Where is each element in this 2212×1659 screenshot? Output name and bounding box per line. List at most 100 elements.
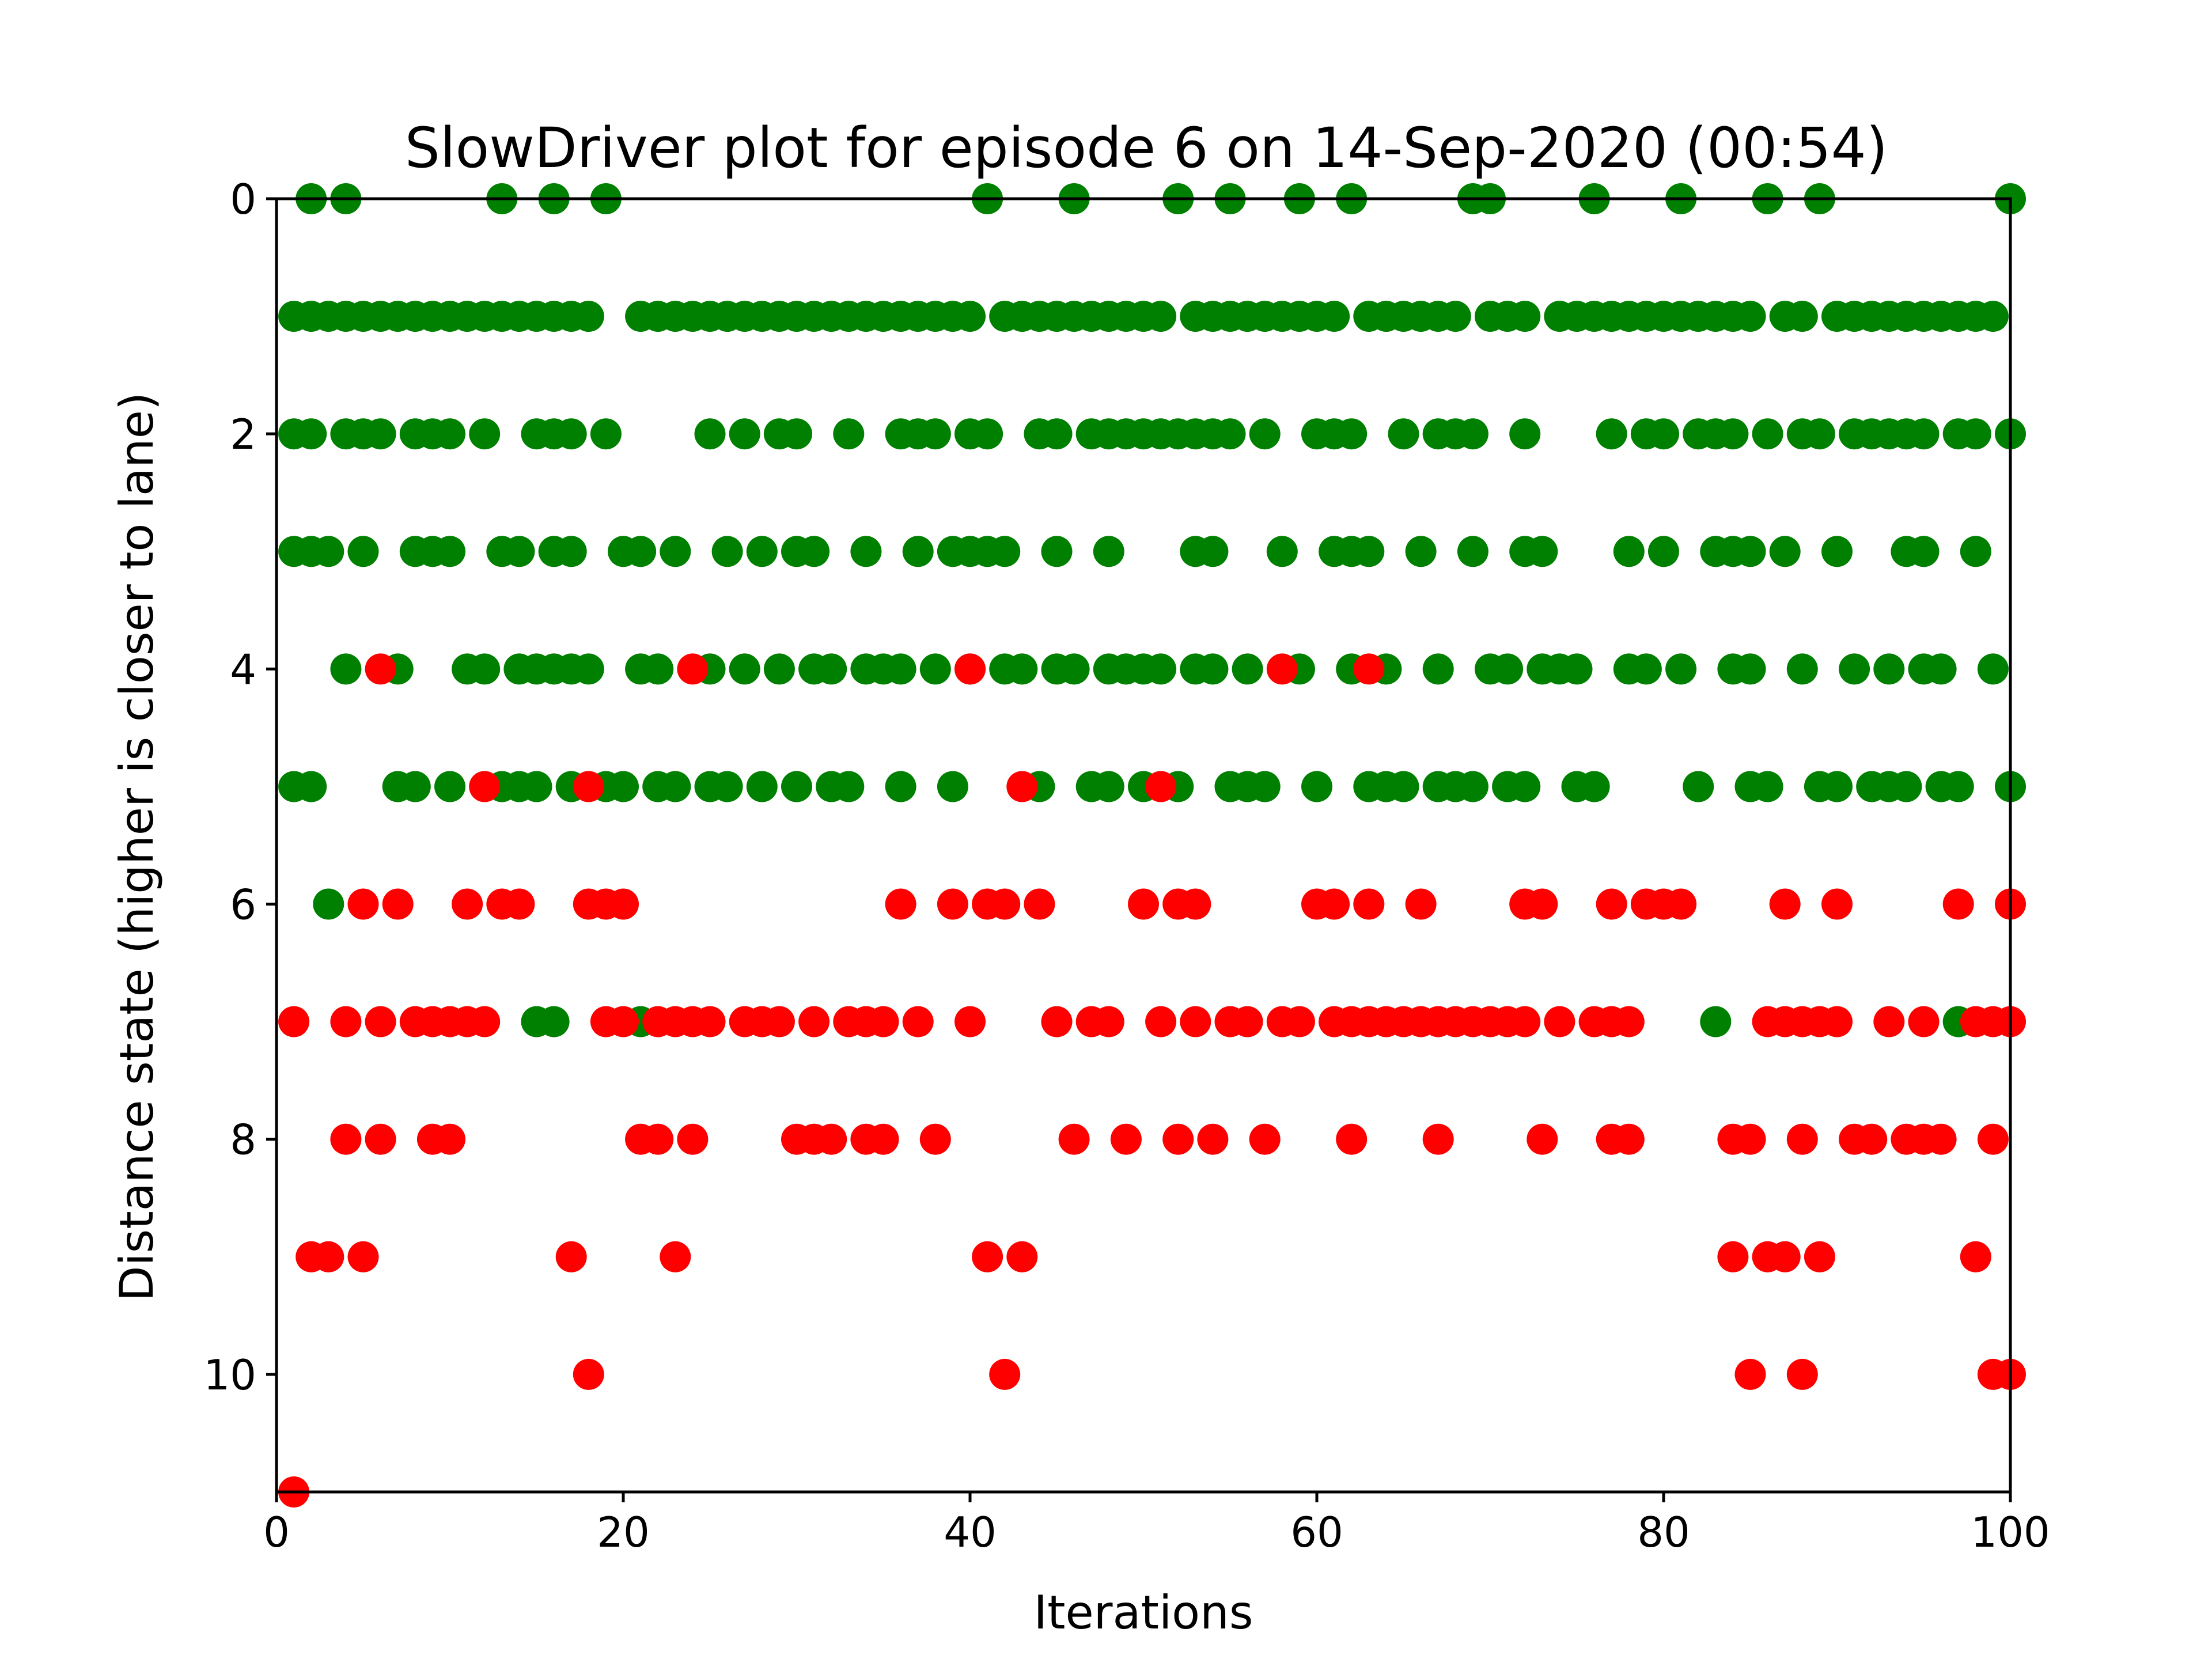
data-point <box>296 418 327 450</box>
data-point <box>573 653 604 685</box>
data-point <box>1440 301 1471 332</box>
data-point <box>1717 1241 1749 1272</box>
data-point <box>711 536 743 567</box>
data-point <box>972 418 1003 450</box>
data-point <box>955 301 986 332</box>
data-point <box>1266 536 1298 567</box>
data-point <box>746 536 778 567</box>
data-point <box>1613 1006 1645 1037</box>
data-point <box>1336 1123 1368 1155</box>
data-point <box>1786 1123 1818 1155</box>
x-tick-label: 60 <box>1290 1508 1343 1556</box>
data-point <box>1509 1006 1541 1037</box>
data-point <box>1527 888 1558 920</box>
data-point <box>1786 1358 1818 1390</box>
data-point <box>1249 1123 1281 1155</box>
data-point <box>573 771 604 802</box>
data-point <box>1457 771 1488 802</box>
data-point <box>1283 1006 1315 1037</box>
data-point <box>1648 536 1679 567</box>
data-point <box>469 771 501 802</box>
data-point <box>555 1241 587 1272</box>
data-point <box>1145 301 1177 332</box>
data-point <box>1249 771 1281 802</box>
data-point <box>434 771 465 802</box>
data-point <box>469 653 501 685</box>
data-point <box>1006 771 1038 802</box>
data-point <box>729 653 760 685</box>
data-point <box>677 1123 709 1155</box>
data-point <box>434 1123 465 1155</box>
data-point <box>1613 1123 1645 1155</box>
data-point <box>1145 653 1177 685</box>
y-tick-label: 0 <box>230 175 256 224</box>
data-point <box>919 1123 951 1155</box>
data-point <box>660 1241 691 1272</box>
data-point <box>1214 418 1246 450</box>
data-point <box>972 1241 1003 1272</box>
data-point <box>1024 888 1055 920</box>
data-point <box>1683 771 1714 802</box>
data-point <box>1457 418 1488 450</box>
data-point <box>1839 653 1870 685</box>
data-point <box>1977 1123 2009 1155</box>
data-point <box>1422 653 1454 685</box>
points-layer <box>278 183 2026 1508</box>
data-point <box>330 1123 362 1155</box>
data-point <box>694 418 726 450</box>
data-point <box>1821 888 1853 920</box>
data-point <box>1786 301 1818 332</box>
data-point <box>538 1006 570 1037</box>
data-point <box>452 888 483 920</box>
data-point <box>1596 888 1627 920</box>
data-point <box>278 1006 310 1037</box>
data-point <box>781 418 812 450</box>
data-point <box>1319 301 1350 332</box>
data-point <box>1665 888 1697 920</box>
data-point <box>469 1006 501 1037</box>
data-point <box>1128 888 1159 920</box>
data-point <box>1232 653 1263 685</box>
data-point <box>1613 536 1645 567</box>
data-point <box>868 1123 899 1155</box>
data-point <box>1527 1123 1558 1155</box>
data-point <box>1110 1123 1142 1155</box>
data-point <box>1960 1241 1991 1272</box>
data-point <box>1266 653 1298 685</box>
data-point <box>902 536 934 567</box>
data-point <box>1232 1006 1263 1037</box>
data-point <box>1752 771 1783 802</box>
data-point <box>1180 888 1211 920</box>
data-point <box>1041 418 1073 450</box>
data-point <box>902 1006 934 1037</box>
data-point <box>1977 653 2009 685</box>
data-point <box>1561 653 1593 685</box>
y-tick-label: 4 <box>230 645 256 694</box>
data-point <box>1527 536 1558 567</box>
data-point <box>1301 771 1332 802</box>
data-point <box>1093 536 1124 567</box>
data-point <box>1873 1006 1905 1037</box>
y-tick-label: 10 <box>203 1351 256 1399</box>
data-point <box>798 536 830 567</box>
data-point <box>1925 1123 1957 1155</box>
data-point <box>1925 653 1957 685</box>
data-point <box>503 536 535 567</box>
data-point <box>642 1123 674 1155</box>
data-point <box>313 536 344 567</box>
x-tick-label: 20 <box>597 1508 650 1556</box>
data-point <box>1734 301 1766 332</box>
data-point <box>434 418 465 450</box>
data-point <box>1752 418 1783 450</box>
data-point <box>1769 1241 1801 1272</box>
data-point <box>1041 1006 1073 1037</box>
data-point <box>729 418 760 450</box>
data-point <box>1804 1241 1835 1272</box>
data-point <box>1162 1123 1194 1155</box>
data-point <box>1006 1241 1038 1272</box>
x-tick-label: 0 <box>263 1508 290 1556</box>
data-point <box>1388 418 1419 450</box>
data-point <box>1353 888 1385 920</box>
x-tick-label: 40 <box>944 1508 997 1556</box>
data-point <box>330 653 362 685</box>
